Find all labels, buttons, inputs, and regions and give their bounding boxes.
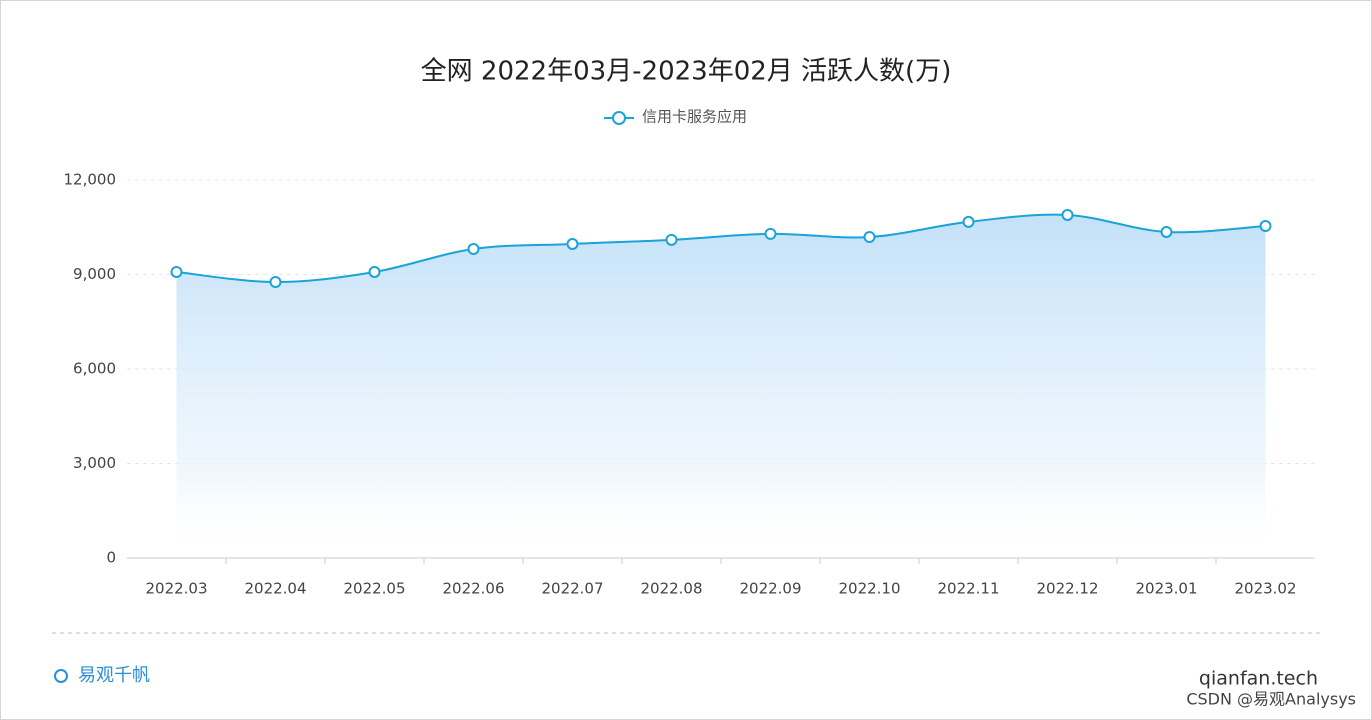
- x-tick-label: 2022.10: [838, 580, 900, 598]
- x-tick-label: 2022.03: [145, 580, 207, 598]
- legend-label: 信用卡服务应用: [642, 108, 747, 126]
- point: [566, 237, 579, 250]
- point: [1061, 208, 1074, 221]
- legend: 信用卡服务应用: [604, 108, 747, 126]
- point: [170, 265, 183, 278]
- point: [1259, 219, 1272, 232]
- point: [863, 231, 876, 244]
- point: [764, 227, 777, 240]
- x-tick-label: 2023.02: [1234, 580, 1296, 598]
- x-tick-label: 2022.08: [640, 580, 702, 598]
- x-tick-label: 2022.12: [1036, 580, 1098, 598]
- x-tick-label: 2022.04: [244, 580, 306, 598]
- point: [368, 265, 381, 278]
- y-tick-label: 9,000: [73, 265, 116, 283]
- y-tick-label: 6,000: [73, 360, 116, 378]
- brand: 易观千帆: [78, 665, 150, 686]
- brand-icon: [54, 669, 68, 683]
- credit: CSDN @易观Analysys: [1186, 690, 1356, 709]
- site: qianfan.tech: [1199, 668, 1318, 690]
- area: [176, 214, 1266, 558]
- y-tick-label: 3,000: [73, 454, 116, 472]
- point: [269, 276, 282, 289]
- x-tick-label: 2022.05: [343, 580, 405, 598]
- point: [1160, 225, 1173, 238]
- chart-title: 全网 2022年03月-2023年02月 活跃人数(万): [421, 57, 952, 87]
- x-tick-label: 2022.07: [541, 580, 603, 598]
- y-tick-label: 12,000: [64, 171, 117, 189]
- x-tick-label: 2022.06: [442, 580, 504, 598]
- point: [962, 215, 975, 228]
- point: [467, 242, 480, 255]
- point: [665, 233, 678, 246]
- legend-marker: [612, 111, 626, 125]
- x-tick-label: 2022.11: [937, 580, 999, 598]
- y-tick-label: 0: [106, 549, 116, 567]
- x-tick-label: 2022.09: [739, 580, 801, 598]
- x-tick-label: 2023.01: [1135, 580, 1197, 598]
